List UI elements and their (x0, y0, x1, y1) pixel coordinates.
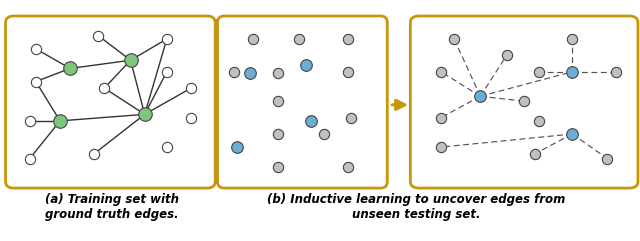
Point (294, 37, 304, 41)
Point (228, 70, 239, 74)
Point (232, 145, 242, 149)
Point (31, 47, 41, 51)
Point (93, 34, 104, 38)
Point (502, 54, 512, 57)
Point (186, 116, 196, 120)
Point (99, 86, 109, 90)
Point (245, 71, 255, 75)
Point (534, 70, 545, 74)
Point (530, 152, 540, 156)
Point (140, 112, 150, 116)
Text: (a) Training set with
ground truth edges.: (a) Training set with ground truth edges… (45, 193, 179, 221)
Text: (b) Inductive learning to uncover edges from
unseen testing set.: (b) Inductive learning to uncover edges … (267, 193, 565, 221)
Point (436, 70, 446, 74)
Point (25, 157, 35, 161)
Point (436, 145, 446, 149)
Point (305, 119, 316, 123)
Point (567, 132, 577, 136)
Point (65, 67, 76, 70)
Point (449, 37, 460, 41)
Point (162, 37, 172, 41)
Point (567, 70, 577, 74)
Point (273, 165, 283, 169)
Point (31, 80, 41, 83)
Point (343, 37, 353, 41)
Point (319, 132, 329, 136)
Point (476, 94, 486, 98)
Point (519, 99, 529, 103)
Point (436, 116, 446, 120)
Point (346, 116, 356, 120)
Point (273, 132, 283, 136)
Point (343, 70, 353, 74)
Point (162, 70, 172, 74)
Point (273, 99, 283, 103)
Point (343, 165, 353, 169)
Point (301, 63, 311, 67)
Point (273, 71, 283, 75)
Point (89, 152, 99, 156)
Point (602, 157, 612, 161)
Point (55, 119, 65, 123)
Point (248, 37, 259, 41)
Point (611, 70, 621, 74)
Point (567, 37, 577, 41)
Point (125, 58, 136, 62)
Point (25, 119, 35, 123)
Point (534, 119, 545, 123)
Point (186, 86, 196, 90)
Point (162, 145, 172, 149)
